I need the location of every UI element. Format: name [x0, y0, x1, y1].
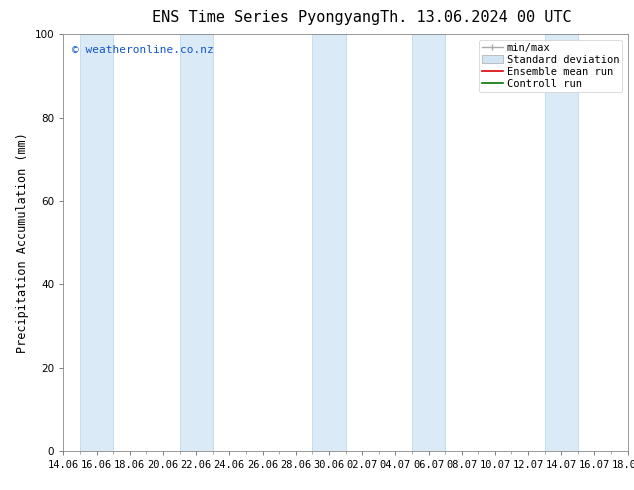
Bar	[313, 34, 346, 451]
Text: Th. 13.06.2024 00 UTC: Th. 13.06.2024 00 UTC	[380, 10, 571, 25]
Text: ENS Time Series Pyongyang: ENS Time Series Pyongyang	[152, 10, 380, 25]
Bar	[412, 34, 445, 451]
Bar	[179, 34, 213, 451]
Bar	[545, 34, 578, 451]
Text: © weatheronline.co.nz: © weatheronline.co.nz	[72, 45, 214, 55]
Y-axis label: Precipitation Accumulation (mm): Precipitation Accumulation (mm)	[16, 132, 29, 353]
Bar	[80, 34, 113, 451]
Legend: min/max, Standard deviation, Ensemble mean run, Controll run: min/max, Standard deviation, Ensemble me…	[479, 40, 623, 92]
